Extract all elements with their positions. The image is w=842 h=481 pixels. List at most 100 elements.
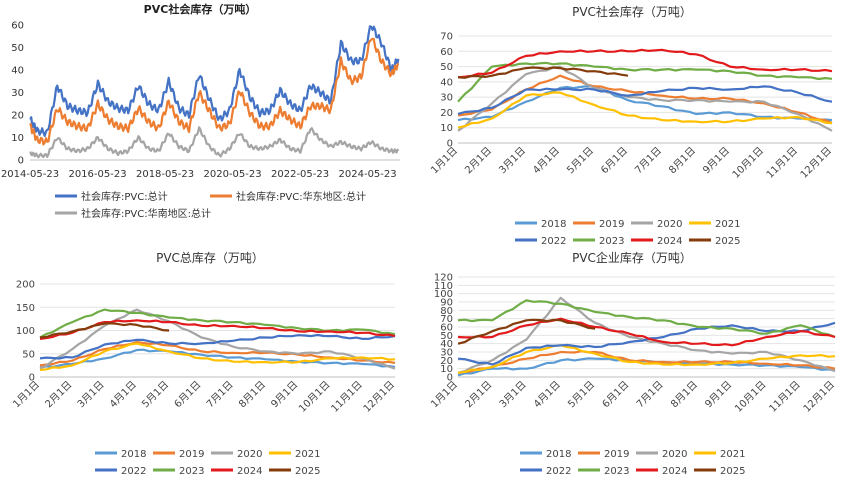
x-tick-label: 5月1日 [566,379,598,411]
chart-panel-total-inventory: PVC总库存（万吨） 0 50 100 150 200 1月1日 2月1日 3月1日 4月1日 5… [0,244,420,481]
chart-panel-enterprise-inventory: PVC企业库存（万吨） 0 10 20 30 40 50 60 70 80 90 100 110 120… [420,244,842,481]
x-tick-label: 2016-05-23 [68,169,126,180]
series-line-2018 [457,85,833,122]
y-tick-label: 50 [440,62,453,73]
series-line-2020 [457,65,833,132]
legend-label: 2023 [604,466,629,477]
series-line-2023 [39,308,396,339]
x-tick-label: 11月1日 [767,379,803,415]
series-line-3 [29,126,400,159]
x-tick-label: 4月1日 [107,379,139,411]
x-tick-label: 5月1日 [140,379,172,411]
y-tick-label: 10 [440,123,453,134]
x-tick-label: 4月1日 [530,145,562,177]
y-tick-label: 100 [16,326,35,337]
series-line-2021 [457,344,836,374]
x-tick-label: 7月1日 [632,145,664,177]
chart-svg-social-inventory-seasonal: PVC社会库存（万吨） 0 10 20 30 40 50 60 70 1月1日 2月1日 3月1日 4… [428,4,834,247]
series-line-2025 [457,318,596,345]
chart-title: PVC社会库存（万吨） [572,4,692,19]
legend-label: 2022 [546,466,571,477]
legend-label: 社会库存:PVC:总计 [81,190,168,203]
x-tick-label: 6月1日 [598,145,630,177]
series-line-2022 [39,333,396,360]
y-tick-label: 0 [447,373,453,384]
series-line-1 [29,25,400,137]
y-tick-label: 90 [440,298,453,309]
x-tick-label: 3月1日 [497,379,529,411]
x-tick-label: 2022-05-23 [271,169,329,180]
y-tick-label: 0 [18,156,24,167]
y-tick-label: 60 [440,47,453,58]
legend-label: 2023 [599,236,624,247]
chart-title: PVC企业库存（万吨） [572,250,692,265]
y-tick-label: 120 [434,273,453,284]
y-tick-label: 70 [440,314,453,325]
x-tick-label: 10月1日 [296,379,332,415]
x-tick-label: 5月1日 [564,145,596,177]
chart-panel-social-inventory-seasonal: PVC社会库存（万吨） 0 10 20 30 40 50 60 70 1月1日 2月1日 3月1日 4… [420,0,842,247]
legend-label: 2020 [662,449,687,460]
y-tick-label: 50 [11,43,24,54]
chart-title: PVC总库存（万吨） [156,250,264,265]
legend-label: 社会库存:PVC:华东地区:总计 [236,190,366,203]
x-tick-label: 9月1日 [269,379,301,411]
series-line-2023 [457,299,836,339]
x-tick-label: 1月1日 [428,145,460,177]
x-tick-label: 6月1日 [172,379,204,411]
y-tick-label: 40 [11,66,24,77]
series-line-2024 [39,319,396,340]
x-tick-label: 12月1日 [801,379,837,415]
series-line-2022 [457,85,833,116]
chart-svg-total-inventory: PVC总库存（万吨） 0 50 100 150 200 1月1日 2月1日 3月1日 4月1日 5… [10,250,397,477]
series-line-2022 [457,321,836,366]
series-line-2021 [457,91,833,129]
x-tick-label: 9月1日 [703,379,735,411]
legend-label: 2018 [541,219,566,230]
legend-label: 2024 [657,236,682,247]
legend-label: 2024 [662,466,687,477]
y-tick-label: 20 [11,111,24,122]
legend-label: 2025 [715,236,740,247]
series-line-2025 [457,66,629,79]
x-tick-label: 4月1日 [531,379,563,411]
x-tick-label: 3月1日 [496,145,528,177]
series-line-2 [29,37,400,146]
series-line-2025 [39,322,170,339]
x-tick-label: 1月1日 [10,379,42,411]
y-tick-label: 50 [440,331,453,342]
x-tick-label: 3月1日 [75,379,107,411]
x-tick-label: 11月1日 [329,379,365,415]
legend-label: 2024 [237,466,262,477]
legend-label: 2022 [121,466,146,477]
chart-panel-social-inventory-long: PVC社会库存（万吨） 0 10 20 30 40 50 60 2014-05-23 2016-… [0,0,420,240]
x-tick-label: 8月1日 [666,145,698,177]
legend-label: 2018 [546,449,571,460]
x-tick-label: 10月1日 [732,379,768,415]
y-tick-label: 70 [440,32,453,43]
y-tick-label: 30 [440,93,453,104]
x-tick-label: 2018-05-23 [136,169,194,180]
x-tick-label: 10月1日 [730,145,766,181]
x-tick-label: 2月1日 [43,379,75,411]
y-tick-label: 150 [16,303,35,314]
legend-label: 2021 [720,449,745,460]
legend-label: 2021 [715,219,740,230]
y-tick-label: 40 [440,77,453,88]
legend-label: 2025 [720,466,745,477]
y-tick-label: 200 [16,280,35,291]
series-line-2024 [457,317,836,347]
y-tick-label: 50 [22,349,35,360]
y-tick-label: 10 [440,364,453,375]
legend-label: 2025 [295,466,320,477]
y-tick-label: 100 [434,289,453,300]
y-tick-label: 30 [11,88,24,99]
x-tick-label: 7月1日 [204,379,236,411]
x-tick-label: 11月1日 [764,145,800,181]
x-tick-label: 1月1日 [428,379,460,411]
legend-label: 2019 [599,219,624,230]
legend-label: 2018 [121,449,146,460]
series-line-2019 [457,350,836,374]
x-tick-label: 2024-05-23 [339,169,397,180]
x-tick-label: 2014-05-23 [1,169,59,180]
